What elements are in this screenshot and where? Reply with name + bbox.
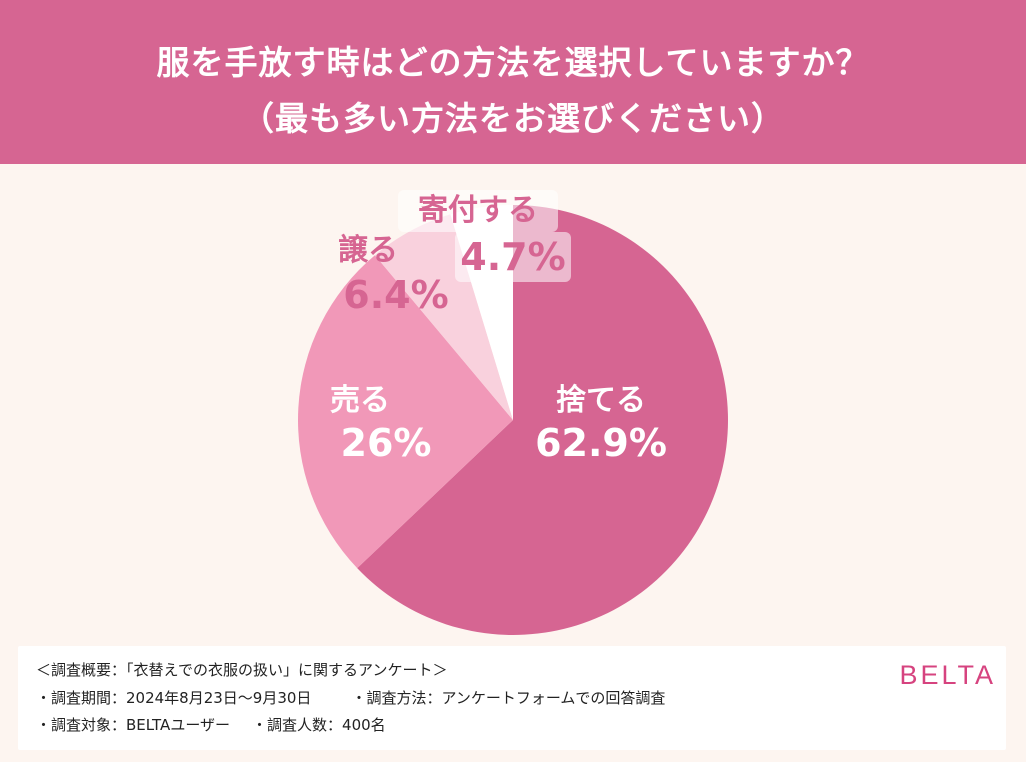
value-label-donate: 4.7% bbox=[460, 235, 565, 279]
value-label-give-away: 6.4% bbox=[343, 273, 448, 317]
donate-value-background bbox=[455, 232, 571, 282]
chart-title-line2: （最も多い方法をお選びください） bbox=[241, 99, 785, 138]
survey-details-row1: ・調査期間：2024年8月23日〜9月30日 ・調査方法：アンケートフォームでの回… bbox=[36, 687, 665, 708]
category-label-donate: 寄付する bbox=[418, 193, 538, 228]
survey-summary-box: ＜調査概要：「衣替えでの衣服の扱い」に関するアンケート＞ ・調査期間：2024年… bbox=[18, 646, 1006, 750]
slice-sell bbox=[298, 255, 513, 569]
survey-details-row2: ・調査対象：BELTAユーザー ・調査人数：400名 bbox=[36, 714, 386, 735]
title-banner: 服を手放す時はどの方法を選択していますか？ （最も多い方法をお選びください） bbox=[0, 0, 1026, 164]
survey-target: ・調査対象：BELTAユーザー bbox=[36, 716, 231, 734]
survey-summary: ＜調査概要：「衣替えでの衣服の扱い」に関するアンケート＞ bbox=[36, 661, 448, 679]
donate-label-background bbox=[398, 190, 558, 232]
chart-title-line1: 服を手放す時はどの方法を選択していますか？ bbox=[156, 43, 870, 82]
value-label-sell: 26% bbox=[341, 421, 432, 465]
category-label-sell: 売る bbox=[330, 383, 390, 418]
belta-logo: BELTA bbox=[899, 660, 996, 690]
slice-give-away bbox=[374, 214, 513, 420]
survey-count: ・調査人数：400名 bbox=[252, 716, 386, 734]
value-label-throw-away: 62.9% bbox=[535, 421, 667, 465]
survey-method: ・調査方法：アンケートフォームでの回答調査 bbox=[351, 689, 666, 707]
slice-throw-away bbox=[357, 205, 728, 635]
category-label-give-away: 譲る bbox=[338, 233, 398, 268]
chart-area: 捨てる 62.9% 売る 26% 譲る 6.4% 寄付する 4.7% bbox=[0, 164, 1026, 644]
survey-period: ・調査期間：2024年8月23日〜9月30日 bbox=[36, 689, 312, 707]
category-label-throw-away: 捨てる bbox=[556, 383, 646, 418]
